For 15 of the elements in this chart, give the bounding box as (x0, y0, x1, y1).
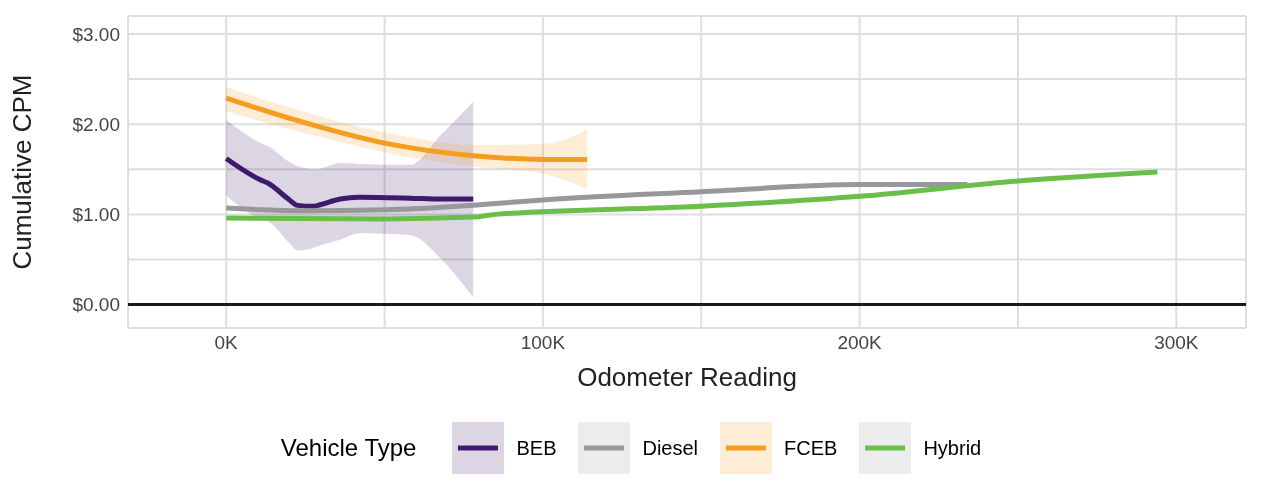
x-axis-title: Odometer Reading (577, 362, 797, 392)
x-tick-label: 100K (520, 332, 566, 354)
y-axis-title: Cumulative CPM (7, 74, 38, 270)
y-tick-label: $2.00 (72, 113, 120, 135)
y-tick-label: $0.00 (72, 294, 120, 316)
x-tick-label: 200K (837, 332, 883, 354)
legend-label: BEB (515, 435, 557, 461)
legend-label: Hybrid (922, 435, 982, 461)
legend-label: Diesel (641, 435, 699, 461)
y-tick-label: $1.00 (72, 204, 120, 226)
legend-title: Vehicle Type (280, 434, 417, 462)
x-tick-label: 300K (1154, 332, 1199, 354)
legend-label: FCEB (783, 435, 838, 461)
x-tick-label: 0K (214, 332, 239, 354)
y-tick-label: $3.00 (72, 23, 120, 45)
